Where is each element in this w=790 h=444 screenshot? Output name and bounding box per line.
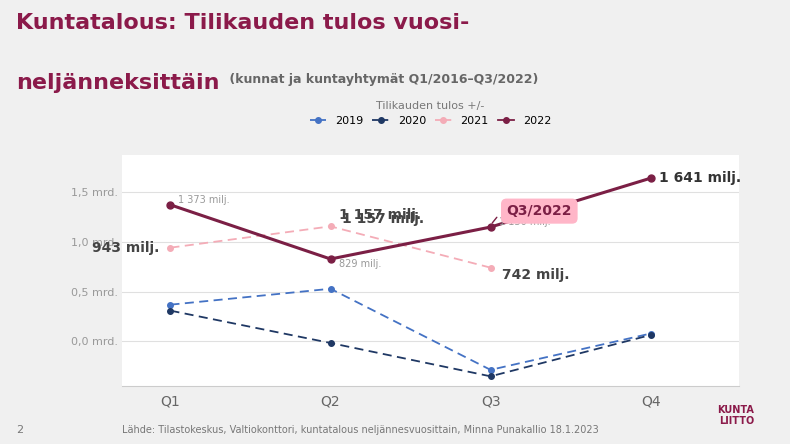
Text: Lähde: Tilastokeskus, Valtiokonttori, kuntatalous neljännesvuosittain, Minna Pun: Lähde: Tilastokeskus, Valtiokonttori, ku… [122,425,599,435]
Text: KUNTA
LIITTO: KUNTA LIITTO [717,405,754,426]
Text: 742 milj.: 742 milj. [502,268,570,281]
Text: Kuntatalous: Tilikauden tulos vuosi-: Kuntatalous: Tilikauden tulos vuosi- [16,13,469,33]
Text: Q3/2022: Q3/2022 [506,204,572,218]
Text: 2: 2 [16,425,23,435]
Text: neljänneksittäin: neljänneksittäin [16,73,220,93]
Text: 1 157 milj.: 1 157 milj. [342,212,424,226]
Legend: 2019, 2020, 2021, 2022: 2019, 2020, 2021, 2022 [305,96,556,131]
Text: 1 641 milj.: 1 641 milj. [659,171,741,185]
Text: (kunnat ja kuntayhtymät Q1/2016–Q3/2022): (kunnat ja kuntayhtymät Q1/2016–Q3/2022) [225,73,539,86]
Text: 943 milj.: 943 milj. [92,241,160,255]
Text: 1 157 milj.: 1 157 milj. [339,208,420,222]
Text: 1 150 milj.: 1 150 milj. [498,217,550,227]
Text: 1 373 milj.: 1 373 milj. [179,195,230,205]
Text: 829 milj.: 829 milj. [339,259,381,269]
